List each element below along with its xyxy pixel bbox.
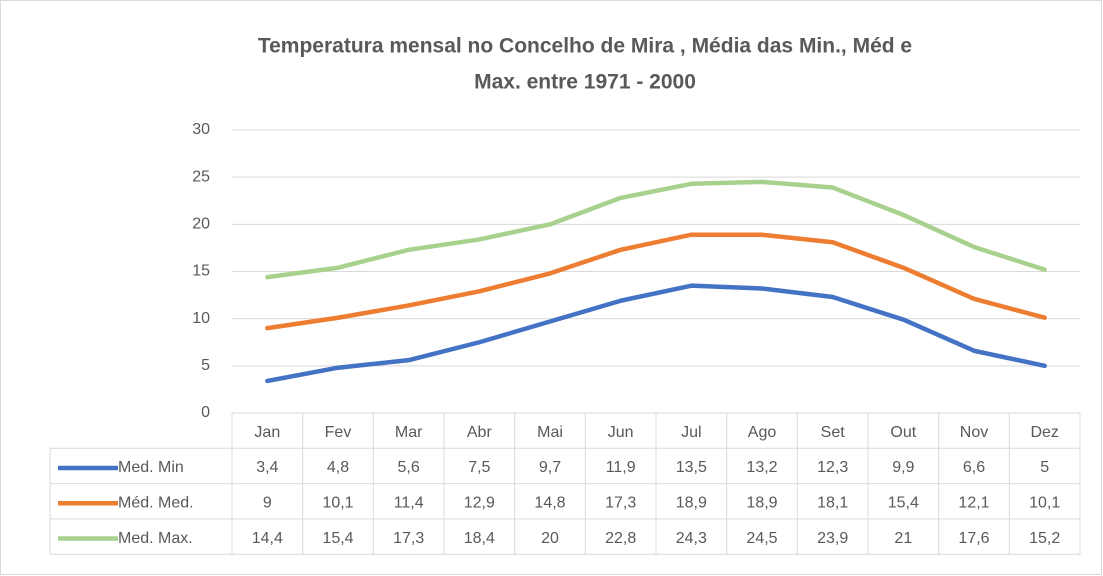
y-tick-label: 5: [201, 357, 210, 374]
table-value: 5,6: [398, 459, 420, 476]
table-value: 18,9: [676, 494, 707, 511]
table-value: 13,5: [676, 459, 707, 476]
x-tick-label: Jan: [254, 424, 280, 441]
x-tick-label: Ago: [748, 424, 777, 441]
x-tick-label: Nov: [960, 424, 988, 441]
table-value: 10,1: [322, 494, 353, 511]
table-value: 13,2: [746, 459, 777, 476]
table-value: 21: [894, 530, 912, 547]
table-value: 15,4: [322, 530, 353, 547]
table-value: 3,4: [256, 459, 278, 476]
table-value: 18,4: [464, 530, 495, 547]
x-tick-label: Fev: [325, 424, 352, 441]
table-value: 22,8: [605, 530, 636, 547]
series-line: [265, 232, 1047, 331]
table-value: 9: [263, 494, 272, 511]
legend-label: Med. Min: [118, 459, 184, 476]
table-value: 7,5: [468, 459, 490, 476]
table-value: 18,9: [746, 494, 777, 511]
table-value: 17,6: [958, 530, 989, 547]
x-tick-label: Set: [821, 424, 846, 441]
y-tick-label: 30: [192, 121, 210, 138]
table-value: 18,1: [817, 494, 848, 511]
table-value: 15,2: [1029, 530, 1060, 547]
table-value: 20: [541, 530, 559, 547]
table-value: 12,9: [464, 494, 495, 511]
table-value: 5: [1040, 459, 1049, 476]
y-tick-label: 25: [192, 168, 210, 185]
legend-label: Méd. Med.: [118, 494, 194, 511]
table-value: 12,1: [958, 494, 989, 511]
table-value: 12,3: [817, 459, 848, 476]
table-value: 9,7: [539, 459, 561, 476]
x-tick-label: Mar: [395, 424, 423, 441]
table-value: 17,3: [605, 494, 636, 511]
y-tick-label: 15: [192, 263, 210, 280]
series-line: [265, 283, 1047, 384]
table-value: 9,9: [892, 459, 914, 476]
table-value: 4,8: [327, 459, 349, 476]
y-tick-label: 10: [192, 310, 210, 327]
chart-title: Max. entre 1971 - 2000: [474, 71, 696, 94]
x-tick-label: Dez: [1030, 424, 1058, 441]
x-tick-label: Jun: [608, 424, 634, 441]
table-value: 17,3: [393, 530, 424, 547]
y-tick-label: 20: [192, 216, 210, 233]
legend-label: Med. Max.: [118, 530, 193, 547]
x-tick-label: Abr: [467, 424, 493, 441]
table-value: 6,6: [963, 459, 985, 476]
table-value: 15,4: [888, 494, 919, 511]
chart-title: Temperatura mensal no Concelho de Mira ,…: [258, 35, 912, 58]
table-value: 14,4: [252, 530, 283, 547]
x-tick-label: Jul: [681, 424, 701, 441]
table-value: 23,9: [817, 530, 848, 547]
y-tick-label: 0: [201, 404, 210, 421]
series-line: [265, 179, 1047, 280]
table-value: 24,3: [676, 530, 707, 547]
table-value: 11,4: [394, 494, 424, 511]
table-value: 14,8: [534, 494, 565, 511]
x-tick-label: Out: [890, 424, 916, 441]
x-tick-label: Mai: [537, 424, 563, 441]
table-value: 24,5: [746, 530, 777, 547]
table-value: 11,9: [606, 459, 636, 476]
table-value: 10,1: [1029, 494, 1060, 511]
